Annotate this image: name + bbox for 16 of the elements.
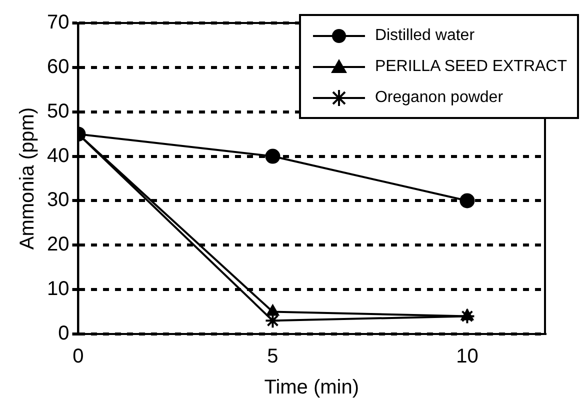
y-tick-label: 50 (46, 100, 70, 122)
y-axis-title: Ammonia (ppm) (16, 107, 39, 250)
legend-label: Distilled water (374, 26, 475, 44)
y-tick-label: 10 (46, 278, 70, 300)
y-tick-label: 30 (46, 189, 70, 212)
y-tick-label: 70 (46, 12, 70, 34)
legend-label: Oreganon powder (374, 88, 504, 106)
legend-label: PERILLA SEED EXTRACT (374, 58, 567, 76)
x-tick-label: 5 (267, 346, 278, 368)
x-tick-label: 10 (456, 346, 478, 368)
y-tick-label: 60 (46, 56, 70, 78)
y-tick-label: 0 (58, 322, 70, 345)
x-tick-label: 0 (72, 346, 84, 368)
y-tick-label: 20 (46, 234, 70, 256)
x-axis-title: Time (min) (264, 376, 360, 399)
y-tick-label: 40 (46, 144, 70, 167)
